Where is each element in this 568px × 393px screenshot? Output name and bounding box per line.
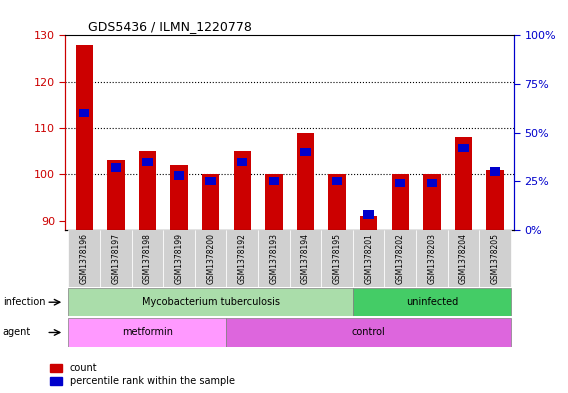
Bar: [458, 144, 469, 152]
Bar: [364, 210, 374, 219]
Bar: [300, 148, 311, 156]
FancyBboxPatch shape: [416, 230, 448, 287]
FancyBboxPatch shape: [353, 288, 511, 316]
Bar: [139, 151, 156, 230]
Bar: [490, 167, 500, 176]
FancyBboxPatch shape: [258, 230, 290, 287]
FancyBboxPatch shape: [163, 230, 195, 287]
FancyBboxPatch shape: [69, 230, 100, 287]
Text: agent: agent: [3, 327, 31, 338]
Text: GSM1378196: GSM1378196: [80, 233, 89, 284]
Bar: [206, 177, 216, 185]
Text: control: control: [352, 327, 386, 338]
Legend: count, percentile rank within the sample: count, percentile rank within the sample: [51, 363, 235, 386]
Bar: [360, 216, 377, 230]
Text: GSM1378198: GSM1378198: [143, 233, 152, 284]
Bar: [427, 179, 437, 187]
Text: Mycobacterium tuberculosis: Mycobacterium tuberculosis: [141, 297, 279, 307]
Text: GSM1378204: GSM1378204: [459, 233, 468, 284]
Text: GSM1378205: GSM1378205: [491, 233, 500, 284]
Bar: [174, 171, 184, 180]
Text: GSM1378194: GSM1378194: [301, 233, 310, 284]
Bar: [332, 177, 343, 185]
Text: GSM1378202: GSM1378202: [396, 233, 405, 284]
Bar: [391, 174, 409, 230]
Text: GDS5436 / ILMN_1220778: GDS5436 / ILMN_1220778: [87, 20, 252, 33]
FancyBboxPatch shape: [69, 318, 227, 347]
Bar: [142, 158, 153, 166]
Bar: [170, 165, 188, 230]
FancyBboxPatch shape: [227, 230, 258, 287]
Bar: [265, 174, 282, 230]
FancyBboxPatch shape: [195, 230, 227, 287]
Bar: [423, 174, 441, 230]
Bar: [202, 174, 219, 230]
Text: GSM1378195: GSM1378195: [333, 233, 341, 284]
Text: uninfected: uninfected: [406, 297, 458, 307]
FancyBboxPatch shape: [448, 230, 479, 287]
FancyBboxPatch shape: [69, 288, 353, 316]
FancyBboxPatch shape: [227, 318, 511, 347]
Bar: [79, 109, 90, 118]
FancyBboxPatch shape: [385, 230, 416, 287]
Text: GSM1378192: GSM1378192: [238, 233, 247, 284]
Bar: [111, 163, 121, 172]
Bar: [237, 158, 248, 166]
Text: infection: infection: [3, 297, 45, 307]
FancyBboxPatch shape: [321, 230, 353, 287]
Text: GSM1378200: GSM1378200: [206, 233, 215, 284]
Text: GSM1378197: GSM1378197: [111, 233, 120, 284]
Text: GSM1378203: GSM1378203: [427, 233, 436, 284]
FancyBboxPatch shape: [353, 230, 385, 287]
Bar: [297, 132, 314, 230]
Text: metformin: metformin: [122, 327, 173, 338]
Bar: [269, 177, 279, 185]
Bar: [455, 137, 472, 230]
Bar: [107, 160, 124, 230]
Bar: [76, 45, 93, 230]
FancyBboxPatch shape: [132, 230, 163, 287]
Bar: [328, 174, 346, 230]
FancyBboxPatch shape: [479, 230, 511, 287]
Text: GSM1378199: GSM1378199: [174, 233, 183, 284]
FancyBboxPatch shape: [290, 230, 321, 287]
FancyBboxPatch shape: [100, 230, 132, 287]
Text: GSM1378193: GSM1378193: [269, 233, 278, 284]
Bar: [233, 151, 251, 230]
Bar: [395, 179, 406, 187]
Text: GSM1378201: GSM1378201: [364, 233, 373, 284]
Bar: [486, 170, 504, 230]
